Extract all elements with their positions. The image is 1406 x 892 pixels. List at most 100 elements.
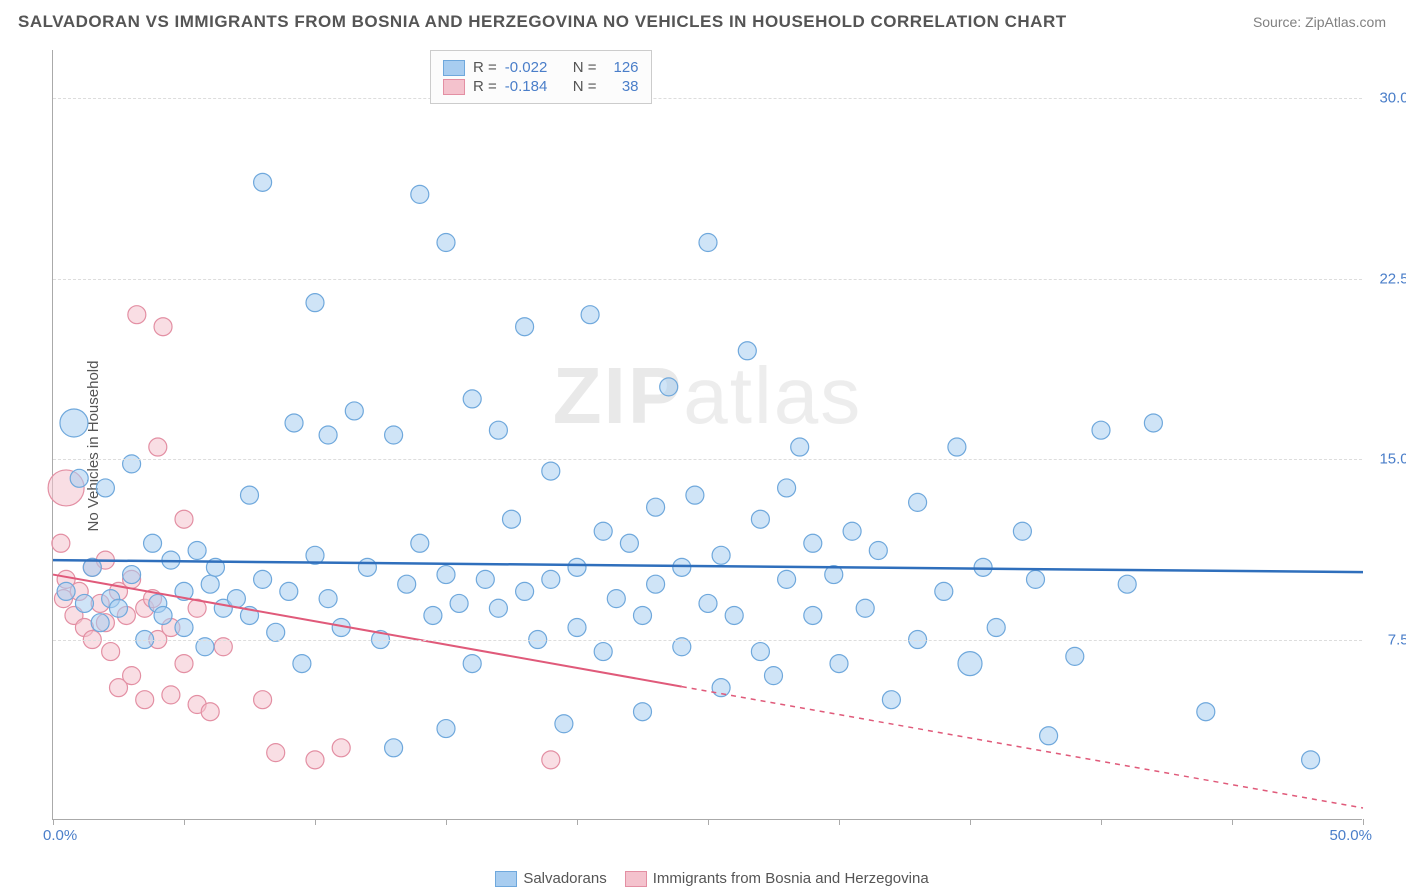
data-point xyxy=(385,739,403,757)
data-point xyxy=(60,409,88,437)
x-tick-mark xyxy=(970,819,971,825)
data-point xyxy=(843,522,861,540)
x-tick-mark xyxy=(1101,819,1102,825)
legend-row: R = -0.022 N = 126 xyxy=(443,59,639,76)
data-point xyxy=(110,599,128,617)
data-point xyxy=(634,703,652,721)
data-point xyxy=(476,570,494,588)
data-point xyxy=(542,570,560,588)
data-point xyxy=(1118,575,1136,593)
trend-line-dashed xyxy=(682,687,1363,808)
data-point xyxy=(568,619,586,637)
data-point xyxy=(1144,414,1162,432)
data-point xyxy=(424,606,442,624)
data-point xyxy=(285,414,303,432)
data-point xyxy=(52,534,70,552)
data-point xyxy=(154,318,172,336)
gridline xyxy=(53,279,1362,280)
data-point xyxy=(660,378,678,396)
data-point xyxy=(935,582,953,600)
data-point xyxy=(136,691,154,709)
data-point xyxy=(201,703,219,721)
data-point xyxy=(254,691,272,709)
data-point xyxy=(128,306,146,324)
data-point xyxy=(503,510,521,528)
legend-swatch xyxy=(443,79,465,95)
data-point xyxy=(411,185,429,203)
data-point xyxy=(1027,570,1045,588)
legend-swatch xyxy=(443,60,465,76)
data-point xyxy=(123,667,141,685)
data-point xyxy=(450,594,468,612)
data-point xyxy=(123,455,141,473)
data-point xyxy=(594,522,612,540)
data-point xyxy=(411,534,429,552)
scatter-svg xyxy=(53,50,1362,819)
data-point xyxy=(882,691,900,709)
data-point xyxy=(162,686,180,704)
data-point xyxy=(437,234,455,252)
gridline xyxy=(53,640,1362,641)
data-point xyxy=(57,582,75,600)
data-point xyxy=(594,643,612,661)
legend-swatch xyxy=(495,871,517,887)
data-point xyxy=(75,594,93,612)
data-point xyxy=(620,534,638,552)
legend-n-value: 126 xyxy=(605,59,639,76)
trend-line xyxy=(53,560,1363,572)
data-point xyxy=(542,462,560,480)
data-point xyxy=(201,575,219,593)
legend-r-label: R = xyxy=(473,78,497,95)
correlation-legend: R = -0.022 N = 126 R = -0.184 N = 38 xyxy=(430,50,652,104)
data-point xyxy=(1302,751,1320,769)
y-tick-label: 15.0% xyxy=(1379,451,1406,468)
data-point xyxy=(1197,703,1215,721)
data-point xyxy=(647,498,665,516)
data-point xyxy=(712,679,730,697)
legend-n-value: 38 xyxy=(605,78,639,95)
data-point xyxy=(791,438,809,456)
y-tick-label: 7.5% xyxy=(1388,631,1406,648)
data-point xyxy=(70,469,88,487)
data-point xyxy=(909,493,927,511)
x-axis-max: 50.0% xyxy=(1329,827,1372,844)
data-point xyxy=(175,655,193,673)
data-point xyxy=(738,342,756,360)
data-point xyxy=(241,486,259,504)
data-point xyxy=(463,390,481,408)
data-point xyxy=(804,606,822,624)
data-point xyxy=(1092,421,1110,439)
gridline xyxy=(53,98,1362,99)
data-point xyxy=(1040,727,1058,745)
y-tick-label: 22.5% xyxy=(1379,270,1406,287)
x-tick-mark xyxy=(446,819,447,825)
data-point xyxy=(254,173,272,191)
legend-n-label: N = xyxy=(573,59,597,76)
data-point xyxy=(175,619,193,637)
legend-swatch xyxy=(625,871,647,887)
data-point xyxy=(778,570,796,588)
legend-series-label: Immigrants from Bosnia and Herzegovina xyxy=(653,870,929,887)
x-tick-mark xyxy=(53,819,54,825)
data-point xyxy=(123,566,141,584)
data-point xyxy=(154,606,172,624)
data-point xyxy=(306,751,324,769)
legend-n-label: N = xyxy=(573,78,597,95)
x-tick-mark xyxy=(839,819,840,825)
legend-row: R = -0.184 N = 38 xyxy=(443,78,639,95)
data-point xyxy=(751,510,769,528)
data-point xyxy=(398,575,416,593)
data-point xyxy=(437,566,455,584)
data-point xyxy=(188,542,206,560)
legend-r-value: -0.022 xyxy=(505,59,557,76)
legend-r-label: R = xyxy=(473,59,497,76)
source-label: Source: ZipAtlas.com xyxy=(1253,14,1386,30)
x-tick-mark xyxy=(1232,819,1233,825)
data-point xyxy=(489,421,507,439)
data-point xyxy=(778,479,796,497)
data-point xyxy=(149,438,167,456)
data-point xyxy=(948,438,966,456)
data-point xyxy=(306,294,324,312)
data-point xyxy=(227,590,245,608)
data-point xyxy=(144,534,162,552)
